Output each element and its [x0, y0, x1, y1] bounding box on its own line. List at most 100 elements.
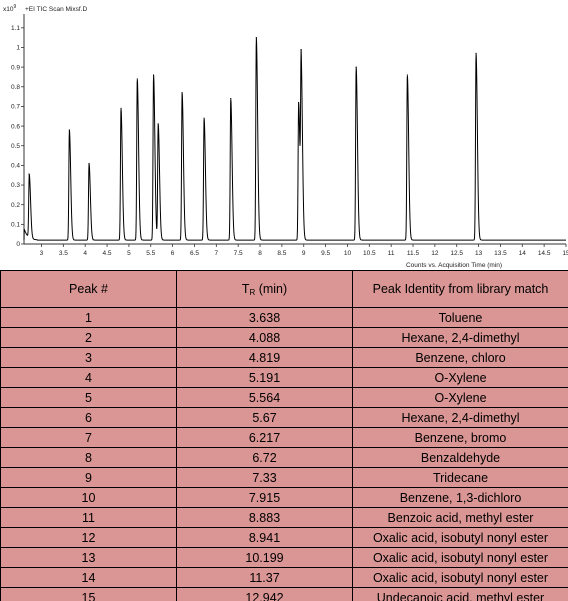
- peak-point: [28, 173, 30, 175]
- cell-retention-time: 6.217: [176, 427, 353, 448]
- cell-retention-time: 3.638: [176, 307, 353, 328]
- table-row: 6 5.67 Hexane, 2,4-dimethyl: [0, 407, 568, 428]
- x-tick-label: 13: [475, 250, 483, 257]
- x-tick-label: 7: [215, 250, 219, 257]
- header-peak-number: Peak #: [0, 270, 177, 308]
- chromatogram-panel: x109 +EI TIC Scan Mixsf.D 0 0.1 0.2 0.3 0.4 0…: [0, 0, 568, 270]
- y-tick-label: 0.8: [11, 84, 20, 91]
- cell-peak-number: 3: [0, 347, 177, 368]
- cell-peak-number: 12: [0, 527, 177, 548]
- table-row: 12 8.941 Oxalic acid, isobutyl nonyl ester: [0, 527, 568, 548]
- y-multiplier-label: x109: [3, 4, 16, 13]
- cell-retention-time: 8.883: [176, 507, 353, 528]
- header-peak-identity: Peak Identity from library match: [352, 270, 568, 308]
- x-tick-label: 9.5: [321, 250, 330, 257]
- x-tick-label: 8.5: [277, 250, 286, 257]
- table-row: 5 5.564 O-Xylene: [0, 387, 568, 408]
- tic-trace: [23, 37, 566, 241]
- y-tick-label: 0: [16, 241, 20, 248]
- cell-peak-identity: Undecanoic acid, methyl ester: [352, 587, 568, 601]
- y-tick-label: 1.1: [11, 25, 20, 32]
- cell-retention-time: 12.942: [176, 587, 353, 601]
- table-row: 13 10.199 Oxalic acid, isobutyl nonyl este…: [0, 547, 568, 568]
- peak-point: [157, 123, 159, 125]
- peak-point: [152, 74, 155, 76]
- cell-peak-identity: Benzene, 1,3-dichloro: [352, 487, 568, 508]
- x-tick-label: 12.5: [450, 250, 463, 257]
- chromatogram-chart: x109 +EI TIC Scan Mixsf.D 0 0.1 0.2 0.3 0.4 0…: [3, 4, 568, 269]
- chart-ticks: 0 0.1 0.2 0.3 0.4 0.5 0.6 0.7 0.8 0.9 1 1.1 3 3.5 4 4.5…: [11, 25, 568, 257]
- peak-table-body: 1 3.638 Toluene 2 4.088 Hexane, 2,4-dimethyl 3…: [0, 307, 568, 601]
- cell-peak-identity: O-Xylene: [352, 367, 568, 388]
- cell-retention-time: 5.67: [176, 407, 353, 428]
- x-axis-label: Counts vs. Acquisition Time (min): [406, 262, 502, 269]
- cell-peak-number: 11: [0, 507, 177, 528]
- tic-line: [23, 37, 566, 241]
- peak-point: [68, 129, 70, 131]
- chart-title: +EI TIC Scan Mixsf.D: [25, 6, 87, 13]
- x-tick-label: 13.5: [494, 250, 507, 257]
- cell-retention-time: 7.33: [176, 467, 353, 488]
- peak-point: [230, 97, 232, 100]
- table-header-row: Peak # TR (min) Peak Identity from libra…: [0, 270, 568, 308]
- cell-peak-identity: Benzene, chloro: [352, 347, 568, 368]
- table-row: 8 6.72 Benzaldehyde: [0, 447, 568, 468]
- table-row: 3 4.819 Benzene, chloro: [0, 347, 568, 368]
- x-tick-label: 3: [40, 250, 44, 257]
- cell-retention-time: 11.37: [176, 567, 353, 588]
- cell-retention-time: 6.72: [176, 447, 353, 468]
- table-row: 2 4.088 Hexane, 2,4-dimethyl: [0, 327, 568, 348]
- cell-peak-number: 10: [0, 487, 177, 508]
- x-tick-label: 9: [302, 250, 306, 257]
- cell-peak-identity: Toluene: [352, 307, 568, 328]
- cell-peak-identity: Benzene, bromo: [352, 427, 568, 448]
- x-tick-label: 14: [519, 250, 527, 257]
- cell-retention-time: 4.088: [176, 327, 353, 348]
- peak-point: [203, 117, 205, 119]
- y-tick-label: 0.1: [11, 222, 20, 229]
- peak-point: [136, 78, 138, 80]
- y-tick-label: 0.3: [11, 182, 20, 189]
- cell-retention-time: 4.819: [176, 347, 353, 368]
- cell-peak-identity: Oxalic acid, isobutyl nonyl ester: [352, 547, 568, 568]
- chart-axes: [23, 14, 566, 245]
- cell-peak-identity: Tridecane: [352, 467, 568, 488]
- cell-retention-time: 5.191: [176, 367, 353, 388]
- x-tick-label: 12: [431, 250, 439, 257]
- y-tick-label: 0.2: [11, 202, 20, 209]
- x-tick-label: 11: [388, 250, 395, 257]
- x-tick-label: 6: [171, 250, 175, 257]
- cell-peak-number: 8: [0, 447, 177, 468]
- x-tick-label: 11.5: [407, 250, 420, 257]
- x-tick-label: 3.5: [59, 250, 68, 257]
- y-tick-label: 1: [16, 45, 20, 52]
- peak-point: [88, 162, 90, 165]
- cell-peak-identity: Benzaldehyde: [352, 447, 568, 468]
- x-tick-label: 5.5: [146, 250, 155, 257]
- cell-peak-number: 1: [0, 307, 177, 328]
- table-row: 4 5.191 O-Xylene: [0, 367, 568, 388]
- x-tick-label: 7.5: [234, 250, 243, 257]
- cell-retention-time: 8.941: [176, 527, 353, 548]
- y-tick-label: 0.6: [11, 123, 20, 130]
- peak-point: [475, 52, 477, 54]
- cell-peak-number: 15: [0, 587, 177, 601]
- cell-peak-identity: Hexane, 2,4-dimethyl: [352, 407, 568, 428]
- x-tick-label: 4.5: [103, 250, 112, 257]
- x-tick-label: 5: [127, 250, 131, 257]
- table-row: 15 12.942 Undecanoic acid, methyl ester: [0, 587, 568, 601]
- peak-table: Peak # TR (min) Peak Identity from libra…: [0, 270, 568, 601]
- peak-point: [120, 107, 122, 109]
- y-tick-label: 0.9: [11, 64, 20, 71]
- x-tick-label: 8: [258, 250, 262, 257]
- y-tick-label: 0.4: [11, 163, 20, 170]
- x-tick-label: 4: [83, 250, 87, 257]
- x-tick-label: 10: [344, 250, 352, 257]
- header-retention-time: TR (min): [176, 270, 353, 308]
- peak-table-container: Peak # TR (min) Peak Identity from libra…: [0, 270, 568, 601]
- x-tick-label: 6.5: [190, 250, 199, 257]
- cell-retention-time: 7.915: [176, 487, 353, 508]
- cell-peak-number: 4: [0, 367, 177, 388]
- cell-peak-number: 9: [0, 467, 177, 488]
- cell-peak-number: 14: [0, 567, 177, 588]
